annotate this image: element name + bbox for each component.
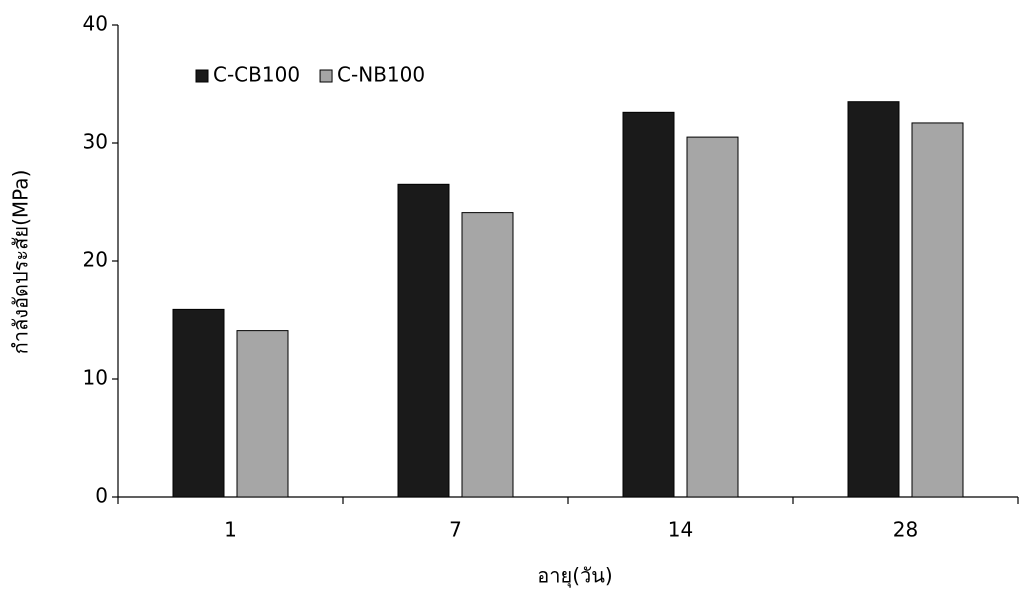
legend-label: C-NB100 <box>337 63 425 87</box>
bar <box>236 330 289 498</box>
y-tick-label: 0 <box>95 484 108 508</box>
bar <box>461 212 514 498</box>
x-tick-label: 14 <box>668 518 693 542</box>
bar <box>686 136 739 498</box>
bar <box>911 122 964 498</box>
x-tick-label: 7 <box>449 518 462 542</box>
y-tick-label: 40 <box>83 12 108 36</box>
legend-label: C-CB100 <box>213 63 300 87</box>
y-axis-label: กำลังอัดประสัย(MPa) <box>9 170 33 355</box>
y-tick-label: 10 <box>83 366 108 390</box>
x-axis-label: อายุ(วัน) <box>537 564 612 589</box>
x-tick-label: 28 <box>893 518 918 542</box>
legend-swatch <box>319 69 333 83</box>
y-tick-label: 20 <box>83 248 108 272</box>
bar <box>847 101 900 498</box>
x-tick-label: 1 <box>224 518 237 542</box>
bar <box>172 308 225 498</box>
legend-swatch <box>195 69 209 83</box>
bar <box>622 111 675 498</box>
bar <box>397 183 450 498</box>
y-tick-label: 30 <box>83 130 108 154</box>
